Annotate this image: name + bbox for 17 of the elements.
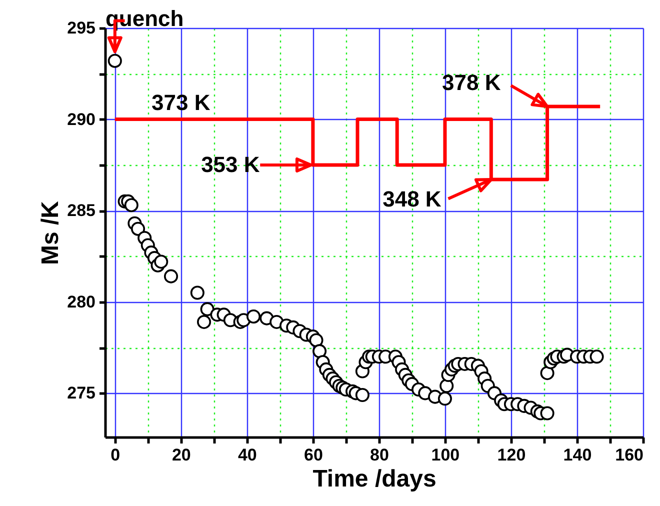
y-tick-label: 280	[67, 292, 96, 312]
x-tick-label: 100	[431, 446, 460, 464]
x-tick-label: 140	[563, 446, 592, 464]
x-axis-title: Time /days	[312, 466, 436, 492]
y-tick-label: 285	[67, 201, 96, 220]
x-tick-label: 20	[172, 446, 191, 464]
annotation: 348 K	[382, 186, 442, 212]
y-tick-label: 290	[67, 110, 96, 129]
y-axis-title: Ms /K	[37, 200, 64, 266]
x-tick-label: 40	[238, 446, 257, 464]
x-tick-label: 120	[497, 446, 526, 464]
x-tick-label: 60	[304, 446, 323, 464]
y-tick-label: 295	[67, 18, 96, 38]
x-tick-label: 0	[110, 446, 120, 464]
y-tick-label: 275	[67, 384, 96, 403]
x-tick-label: 80	[370, 446, 389, 464]
x-tick-label: 160	[615, 446, 644, 464]
